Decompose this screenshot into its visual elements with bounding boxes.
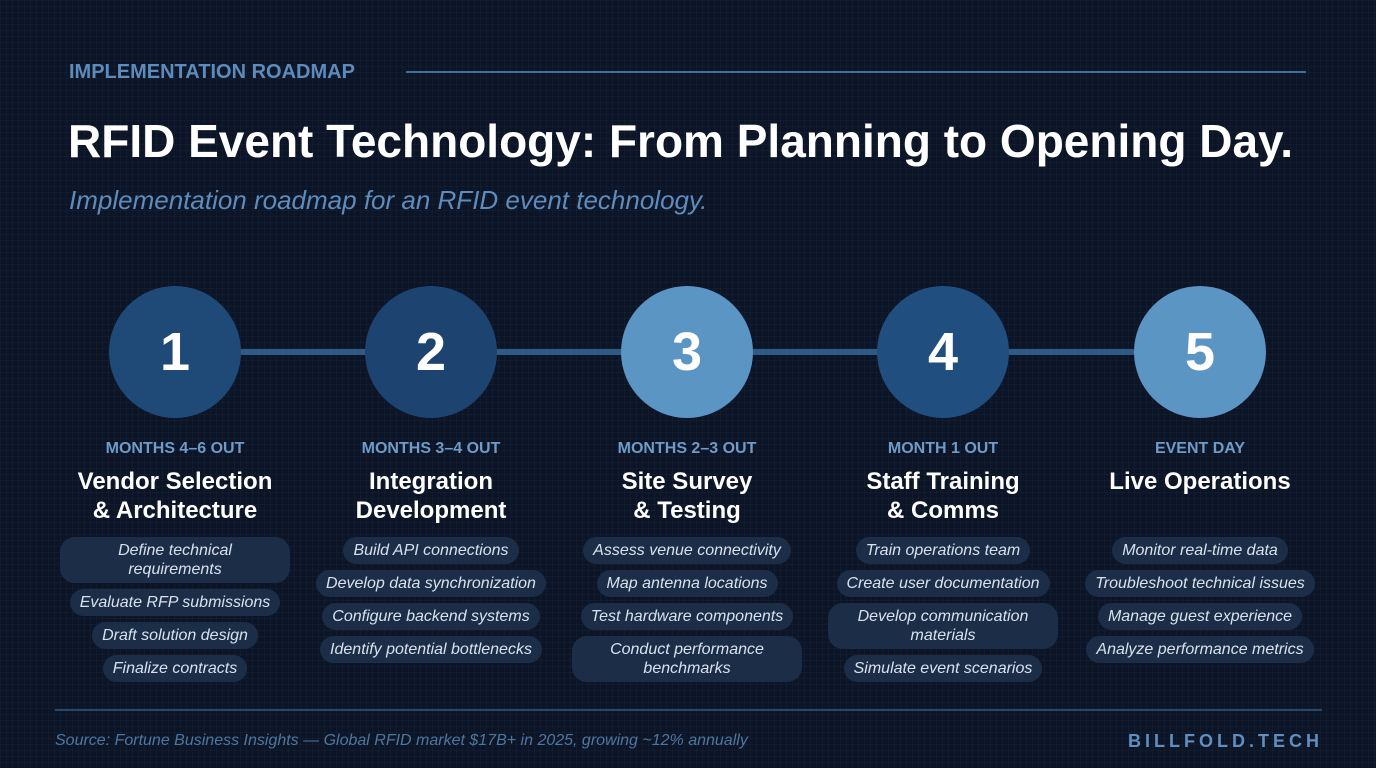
task: Map antenna locations bbox=[596, 570, 778, 597]
task: Create user documentation bbox=[836, 570, 1050, 597]
step-timeframe: MONTHS 3–4 OUT bbox=[361, 440, 501, 457]
task: Finalize contracts bbox=[102, 655, 248, 682]
step-circle: 1 bbox=[109, 286, 241, 418]
step-column: MONTHS 4–6 OUT Vendor Selection & Architec… bbox=[47, 440, 303, 682]
task: Evaluate RFP submissions bbox=[69, 589, 281, 616]
step-circle: 4 bbox=[877, 286, 1009, 418]
step-column: MONTHS 3–4 OUT Integration Development Buil… bbox=[303, 440, 559, 663]
task: Develop data synchronization bbox=[316, 570, 546, 597]
brand: BILLFOLD.TECH bbox=[1128, 731, 1323, 751]
task: Draft solution design bbox=[92, 622, 258, 649]
task: Configure backend systems bbox=[322, 603, 540, 630]
step-timeframe: MONTHS 4–6 OUT bbox=[105, 440, 245, 457]
step-column: MONTHS 2–3 OUT Site Survey & Testing Assess… bbox=[559, 440, 815, 682]
step-circle: 2 bbox=[365, 286, 497, 418]
title: RFID Event Technology: From Planning to … bbox=[68, 115, 1293, 167]
task: Manage guest experience bbox=[1097, 603, 1303, 630]
task: Analyze performance metrics bbox=[1086, 636, 1314, 663]
subtitle: Implementation roadmap for an RFID event… bbox=[69, 185, 708, 215]
task: Assess venue connectivity bbox=[583, 537, 791, 564]
step-timeframe: MONTHS 2–3 OUT bbox=[617, 440, 757, 457]
step-title: Site Survey bbox=[621, 468, 753, 495]
task: Simulate event scenarios bbox=[843, 655, 1043, 682]
step-title: Integration bbox=[369, 468, 493, 495]
step-title: & Comms bbox=[886, 497, 1000, 524]
task-list: Monitor real-time data Troubleshoot techn… bbox=[1085, 537, 1315, 663]
task-list: Define technical requirements Evaluate RF… bbox=[60, 537, 290, 682]
task: Build API connections bbox=[343, 537, 519, 564]
eyebrow: IMPLEMENTATION ROADMAP bbox=[69, 61, 355, 83]
task-list: Train operations team Create user documen… bbox=[828, 537, 1058, 682]
step-title: & Testing bbox=[633, 497, 741, 524]
task: Troubleshoot technical issues bbox=[1085, 570, 1315, 597]
step-column: EVENT DAY Live Operations Monitor real-tim… bbox=[1072, 440, 1328, 663]
task: Conduct performance benchmarks bbox=[572, 636, 802, 682]
step-title: Vendor Selection bbox=[77, 468, 273, 495]
step-title: Development bbox=[355, 497, 507, 524]
task: Define technical requirements bbox=[60, 537, 290, 583]
task: Test hardware components bbox=[580, 603, 794, 630]
step-timeframe: EVENT DAY bbox=[1154, 440, 1246, 457]
step-circle: 3 bbox=[621, 286, 753, 418]
rule bbox=[55, 709, 1322, 711]
task-list: Build API connections Develop data synchr… bbox=[316, 537, 546, 663]
source: Source: Fortune Business Insights — Glob… bbox=[55, 732, 748, 749]
task: Develop communication materials bbox=[828, 603, 1058, 649]
rule bbox=[406, 71, 1306, 73]
step-title: Live Operations bbox=[1109, 468, 1291, 495]
task: Monitor real-time data bbox=[1112, 537, 1288, 564]
task-list: Assess venue connectivity Map antenna loc… bbox=[572, 537, 802, 682]
step-title: & Architecture bbox=[92, 497, 258, 524]
step-circle: 5 bbox=[1134, 286, 1266, 418]
step-timeframe: MONTH 1 OUT bbox=[887, 440, 999, 457]
task: Train operations team bbox=[855, 537, 1031, 564]
step-title: Staff Training bbox=[866, 468, 1020, 495]
step-column: MONTH 1 OUT Staff Training & Comms Train op… bbox=[815, 440, 1071, 682]
task: Identify potential bottlenecks bbox=[320, 636, 542, 663]
